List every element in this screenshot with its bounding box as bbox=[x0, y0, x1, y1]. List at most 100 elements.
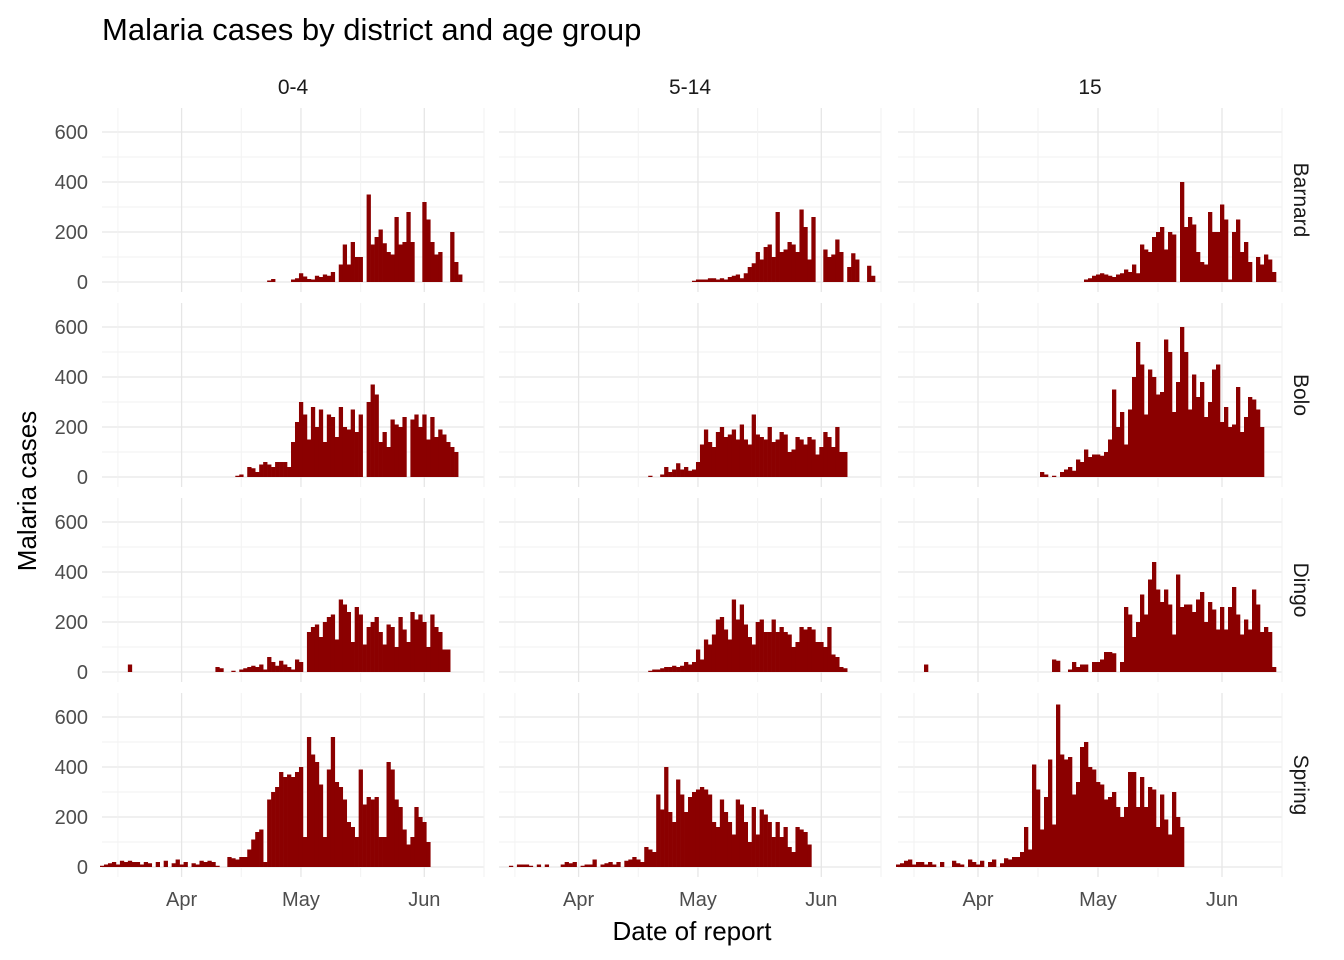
bar bbox=[374, 237, 379, 282]
bar bbox=[1228, 279, 1233, 282]
bar bbox=[723, 279, 729, 282]
bar bbox=[791, 647, 796, 672]
bar bbox=[656, 669, 661, 672]
bar bbox=[1168, 352, 1173, 477]
bar bbox=[1016, 857, 1021, 867]
bar bbox=[267, 657, 272, 672]
bar bbox=[628, 859, 633, 867]
bar bbox=[322, 442, 328, 477]
bar bbox=[1048, 759, 1053, 867]
bar bbox=[755, 434, 760, 477]
bar bbox=[314, 762, 320, 867]
facet-row-label: Bolo bbox=[1289, 374, 1312, 416]
bar bbox=[799, 627, 804, 672]
bar bbox=[410, 419, 415, 477]
bar bbox=[508, 865, 514, 867]
bar bbox=[103, 864, 109, 867]
bar bbox=[362, 804, 367, 867]
bar bbox=[1240, 432, 1245, 477]
bar bbox=[831, 654, 836, 672]
bar bbox=[394, 217, 399, 282]
bar bbox=[1256, 257, 1261, 282]
bar bbox=[839, 667, 844, 672]
bar bbox=[680, 469, 685, 477]
bar bbox=[1148, 252, 1153, 282]
bar bbox=[743, 624, 748, 672]
bar bbox=[1096, 782, 1101, 867]
bar bbox=[1244, 619, 1249, 672]
bar bbox=[398, 427, 403, 477]
bar bbox=[1132, 637, 1137, 672]
bar bbox=[1176, 382, 1181, 477]
bar bbox=[751, 807, 756, 867]
bar bbox=[759, 437, 764, 477]
bar bbox=[1076, 459, 1081, 477]
bar bbox=[1176, 817, 1181, 867]
bar bbox=[358, 614, 363, 672]
bar bbox=[382, 432, 387, 477]
bar bbox=[1164, 339, 1169, 477]
bar bbox=[127, 860, 133, 867]
bar bbox=[1008, 859, 1013, 867]
bar bbox=[1100, 273, 1105, 282]
bar bbox=[247, 849, 252, 867]
bar bbox=[283, 777, 288, 867]
bar bbox=[803, 444, 808, 477]
bar bbox=[1152, 377, 1157, 477]
bar bbox=[378, 442, 383, 477]
bar bbox=[127, 664, 133, 672]
bar bbox=[783, 632, 788, 672]
bar bbox=[1136, 622, 1141, 672]
bar bbox=[418, 614, 423, 672]
bar bbox=[1120, 412, 1125, 477]
bar bbox=[1088, 767, 1093, 867]
bar bbox=[795, 642, 800, 672]
bar bbox=[1052, 475, 1057, 477]
bar bbox=[1236, 614, 1241, 672]
bar bbox=[1132, 772, 1137, 867]
y-tick-label: 0 bbox=[77, 857, 88, 879]
bar bbox=[1160, 392, 1165, 477]
bar bbox=[544, 864, 550, 867]
bar bbox=[1212, 232, 1217, 282]
bar bbox=[1188, 217, 1193, 282]
bar bbox=[318, 409, 324, 477]
bar bbox=[283, 664, 288, 672]
bar bbox=[442, 434, 447, 477]
bar bbox=[183, 862, 188, 867]
bar bbox=[1148, 787, 1153, 867]
bar bbox=[1136, 273, 1141, 282]
bar bbox=[763, 814, 768, 867]
bar bbox=[660, 668, 665, 672]
bar bbox=[426, 439, 431, 477]
bar bbox=[684, 467, 689, 477]
bar bbox=[731, 275, 737, 282]
bar bbox=[235, 859, 240, 867]
bar bbox=[1232, 424, 1237, 477]
bar bbox=[520, 864, 526, 867]
bar bbox=[755, 622, 760, 672]
bar bbox=[699, 444, 705, 477]
bar bbox=[334, 437, 340, 477]
bar bbox=[298, 273, 304, 282]
bar bbox=[676, 779, 681, 867]
bar bbox=[291, 442, 296, 477]
bar bbox=[604, 863, 609, 867]
bar bbox=[1092, 662, 1097, 672]
bar bbox=[759, 259, 764, 282]
bar bbox=[255, 472, 260, 477]
bar bbox=[612, 864, 617, 867]
bar bbox=[815, 454, 820, 477]
bar bbox=[1064, 469, 1069, 477]
bar bbox=[358, 769, 363, 867]
bar bbox=[1116, 807, 1121, 867]
bar bbox=[283, 462, 288, 477]
bar bbox=[1232, 587, 1237, 672]
bar bbox=[727, 277, 733, 282]
bar bbox=[366, 402, 371, 477]
bar bbox=[454, 262, 459, 282]
bar bbox=[715, 432, 721, 477]
bar bbox=[298, 402, 304, 477]
bar bbox=[406, 642, 411, 672]
